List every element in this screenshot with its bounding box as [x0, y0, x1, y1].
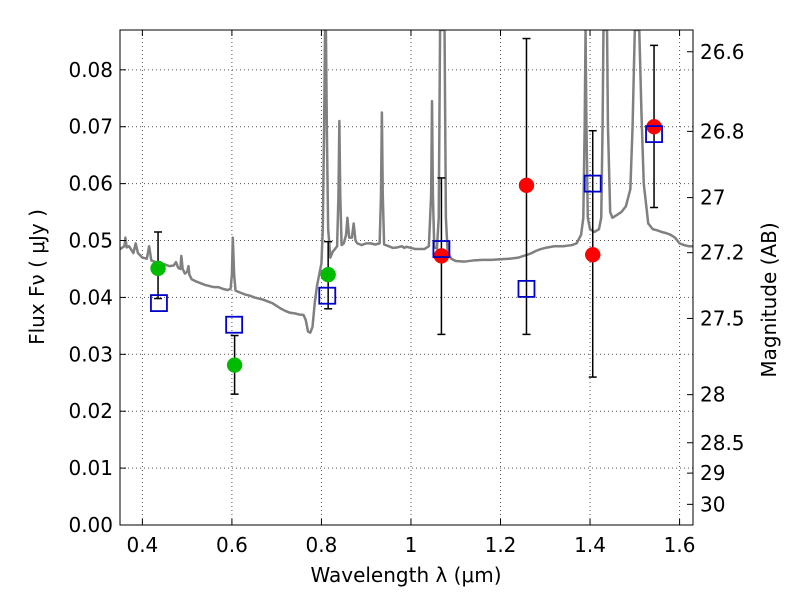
x-axis-label: Wavelength λ (μm) [310, 563, 501, 587]
right-tick-labels: 26.6 26.8 27 27.2 27.5 28 28.5 29 30 [700, 40, 745, 517]
red-point [518, 177, 535, 194]
model-square [432, 240, 451, 258]
right-tick-label: 27 [700, 186, 725, 210]
x-tick-label: 1.4 [574, 533, 606, 557]
right-tick-label: 27.5 [700, 306, 745, 330]
model-square [318, 286, 337, 305]
plot-frame [119, 29, 694, 526]
green-point [226, 357, 243, 373]
y-tick-label: 0.08 [68, 58, 113, 82]
y-tick-label: 0.01 [68, 456, 113, 480]
model-square [150, 294, 168, 313]
spectrum-line [120, 30, 693, 334]
y-tick-label: 0.05 [68, 229, 113, 253]
x-tick-label: 0.6 [216, 533, 248, 557]
green-point [150, 260, 166, 277]
x-tick-label: 0.8 [306, 533, 338, 557]
y-tick-label: 0.07 [68, 115, 113, 139]
model-square [225, 315, 244, 334]
x-tick-label: 0.4 [126, 533, 158, 557]
red-point [433, 248, 450, 264]
y-axis-label-left: Flux Fν ( μJy ) [25, 209, 49, 345]
y-tick-label: 0.04 [68, 285, 113, 309]
y-tick-labels: 0.00 0.01 0.02 0.03 0.04 0.05 0.06 0.07 0.08 [68, 58, 113, 537]
right-tick-label: 26.6 [700, 40, 745, 64]
x-tick-label: 1.2 [485, 533, 517, 557]
x-tick-labels: 0.4 0.6 0.8 1 1.2 1.4 1.6 [126, 533, 695, 557]
y-axis-label-right: Magnitude (AB) [757, 222, 781, 377]
model-square [583, 174, 602, 193]
x-tick-label: 1.6 [664, 533, 696, 557]
right-tick-label: 28 [700, 383, 725, 407]
right-tick-label: 28.5 [700, 431, 745, 455]
x-tick-label: 1 [405, 533, 418, 557]
right-tick-label: 29 [700, 461, 725, 485]
y-tick-label: 0.06 [68, 172, 113, 196]
model-square [645, 125, 663, 144]
squares-layer [150, 125, 663, 334]
model-square [517, 279, 536, 298]
points-layer [150, 118, 662, 373]
green-point [320, 266, 336, 283]
spectrum-layer [120, 30, 693, 334]
y-tick-label: 0.03 [68, 342, 113, 366]
red-point [584, 246, 601, 263]
y-tick-label: 0.00 [68, 513, 113, 537]
right-tick-label: 27.2 [700, 241, 745, 265]
right-tick-label: 26.8 [700, 119, 745, 143]
tick-marks [120, 30, 693, 526]
y-tick-label: 0.02 [68, 399, 113, 423]
grid-lines [120, 30, 693, 526]
right-tick-label: 30 [700, 492, 725, 516]
